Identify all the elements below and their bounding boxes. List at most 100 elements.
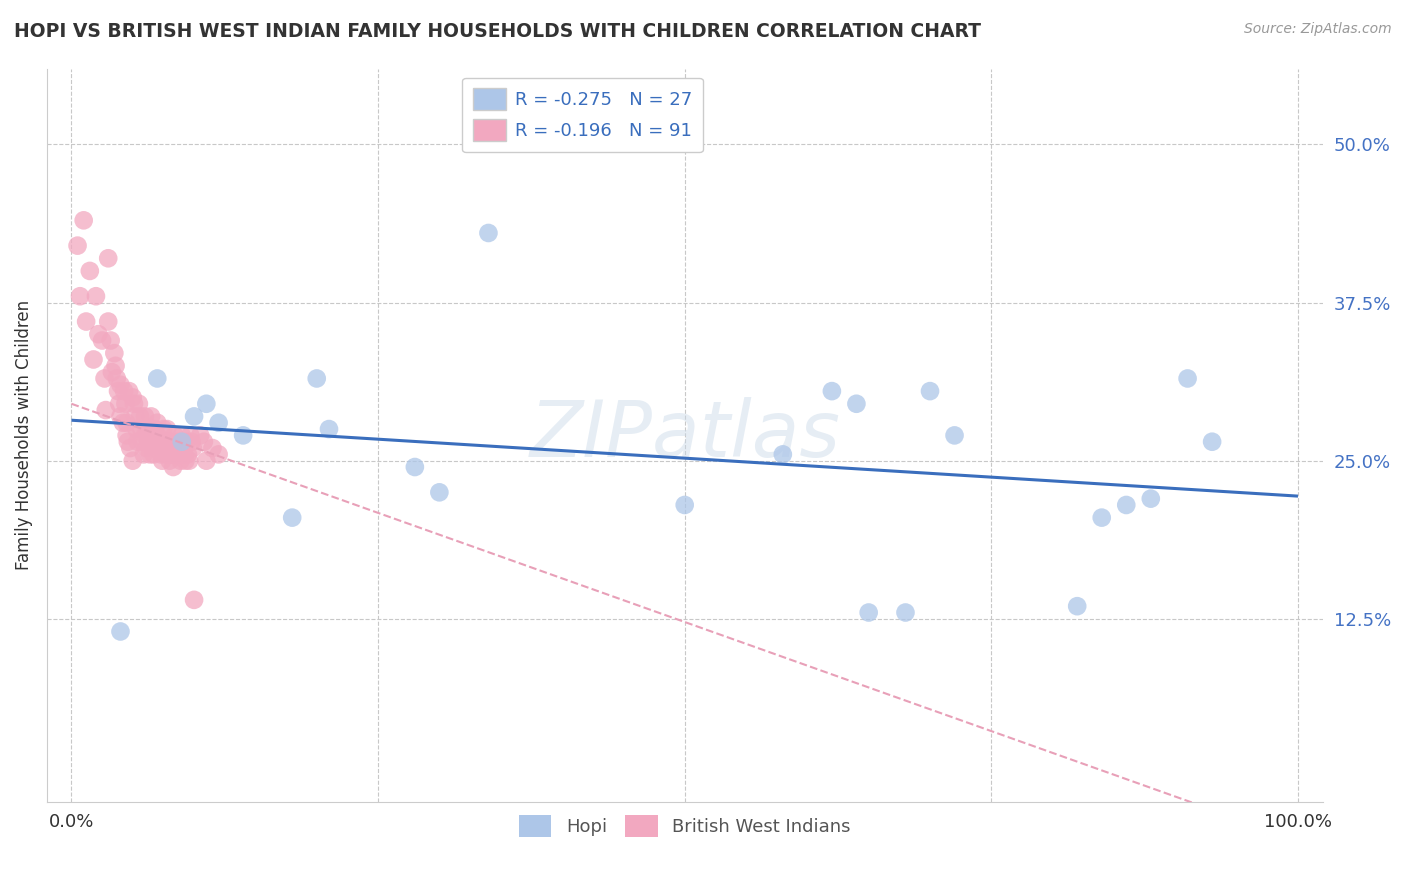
Point (858, 606, 880, 620)
Point (141, 434, 163, 449)
Point (1139, 491, 1161, 506)
Point (429, 485, 451, 500)
Point (69, 289, 91, 303)
Point (179, 428, 201, 442)
Point (143, 422, 166, 436)
Point (141, 409, 163, 424)
Point (305, 371, 328, 385)
Point (159, 434, 181, 449)
Point (918, 384, 941, 398)
Point (1115, 498, 1137, 512)
Point (673, 498, 696, 512)
Point (103, 346, 125, 360)
Point (195, 397, 218, 411)
Point (173, 447, 195, 461)
Point (111, 416, 134, 430)
Point (94, 403, 117, 417)
Point (134, 409, 156, 424)
Point (97, 314, 120, 328)
Point (73, 213, 96, 227)
Text: Source: ZipAtlas.com: Source: ZipAtlas.com (1244, 22, 1392, 37)
Point (108, 397, 131, 411)
Point (118, 384, 141, 398)
Point (93, 371, 115, 385)
Point (150, 453, 173, 467)
Point (115, 416, 138, 430)
Point (120, 441, 142, 455)
Point (165, 441, 187, 455)
Point (894, 606, 917, 620)
Point (162, 460, 184, 475)
Point (117, 434, 139, 449)
Point (1201, 434, 1223, 449)
Text: ZIPatlas: ZIPatlas (529, 398, 841, 474)
Point (157, 434, 180, 449)
Point (84, 289, 107, 303)
Point (169, 453, 191, 467)
Point (124, 409, 146, 424)
Point (135, 441, 157, 455)
Point (87, 327, 110, 342)
Point (159, 453, 181, 467)
Point (101, 365, 124, 379)
Point (195, 453, 218, 467)
Point (115, 428, 138, 442)
Point (1091, 510, 1114, 524)
Point (146, 428, 169, 442)
Point (281, 510, 304, 524)
Point (134, 428, 156, 442)
Point (82, 352, 104, 367)
Point (177, 447, 200, 461)
Point (145, 434, 167, 449)
Point (100, 334, 122, 348)
Point (193, 434, 215, 449)
Point (170, 434, 193, 449)
Point (131, 434, 153, 449)
Point (129, 409, 152, 424)
Point (104, 359, 127, 373)
Point (845, 397, 868, 411)
Point (943, 428, 966, 442)
Point (207, 416, 229, 430)
Point (125, 422, 148, 436)
Point (107, 384, 129, 398)
Point (152, 422, 174, 436)
Point (128, 397, 150, 411)
Point (121, 391, 143, 405)
Point (110, 409, 132, 424)
Point (232, 428, 254, 442)
Point (139, 447, 162, 461)
Point (97, 252, 120, 266)
Point (183, 409, 205, 424)
Point (404, 460, 426, 475)
Point (1066, 599, 1088, 614)
Point (142, 447, 165, 461)
Point (201, 441, 224, 455)
Point (167, 434, 190, 449)
Point (114, 397, 136, 411)
Point (146, 416, 169, 430)
Point (155, 447, 177, 461)
Point (112, 384, 135, 398)
Point (75, 314, 97, 328)
Point (141, 422, 163, 436)
Point (122, 397, 145, 411)
Point (91, 334, 114, 348)
Point (180, 434, 202, 449)
Point (821, 384, 844, 398)
Point (110, 624, 132, 639)
Point (170, 428, 193, 442)
Point (160, 447, 183, 461)
Point (153, 434, 176, 449)
Point (148, 434, 170, 449)
Point (136, 422, 159, 436)
Point (174, 453, 197, 467)
Point (179, 453, 201, 467)
Y-axis label: Family Households with Children: Family Households with Children (15, 301, 32, 571)
Point (131, 422, 153, 436)
Point (138, 434, 160, 449)
Point (318, 422, 340, 436)
Point (159, 447, 181, 461)
Point (1177, 371, 1199, 385)
Point (156, 422, 179, 436)
